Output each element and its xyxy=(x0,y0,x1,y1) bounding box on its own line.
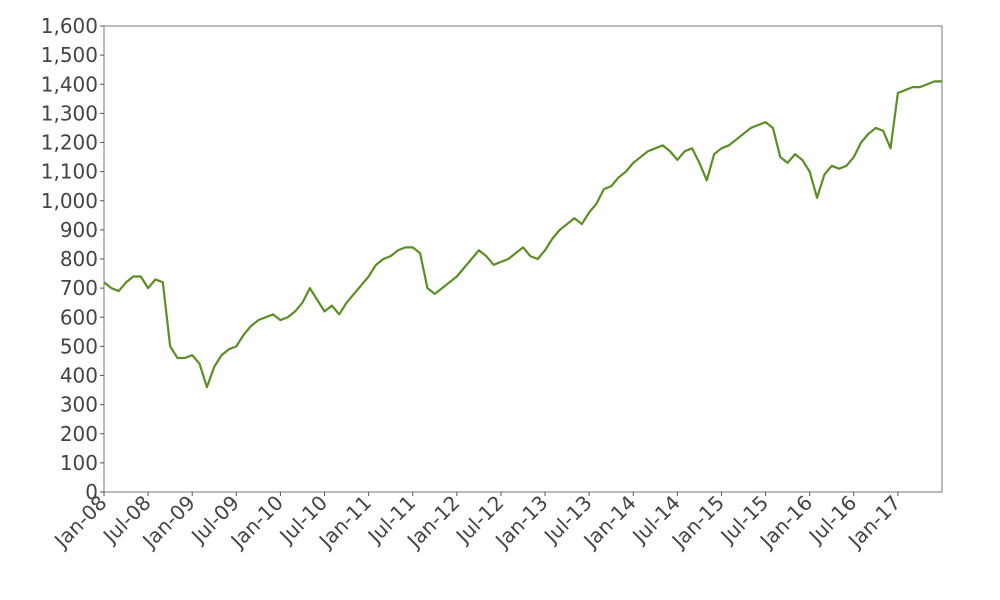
y-tick-label: 1,100 xyxy=(41,160,98,184)
y-tick-label: 300 xyxy=(60,393,98,417)
y-tick-label: 900 xyxy=(60,218,98,242)
y-tick-label: 1,000 xyxy=(41,189,98,213)
y-tick-label: 1,300 xyxy=(41,101,98,125)
y-tick-label: 700 xyxy=(60,276,98,300)
y-tick-label: 400 xyxy=(60,364,98,388)
y-tick-label: 600 xyxy=(60,305,98,329)
plot-frame xyxy=(103,25,943,493)
y-tick-label: 800 xyxy=(60,247,98,271)
y-tick-label: 1,600 xyxy=(41,14,98,38)
y-tick-label: 100 xyxy=(60,451,98,475)
y-tick-label: 1,400 xyxy=(41,72,98,96)
y-tick-label: 1,500 xyxy=(41,43,98,67)
y-tick-label: 500 xyxy=(60,334,98,358)
x-tick-label: Jan-08 xyxy=(48,491,111,554)
y-tick-label: 0 xyxy=(85,480,98,504)
y-tick-label: 200 xyxy=(60,422,98,446)
data-line xyxy=(103,80,942,389)
y-tick-label: 1,200 xyxy=(41,131,98,155)
